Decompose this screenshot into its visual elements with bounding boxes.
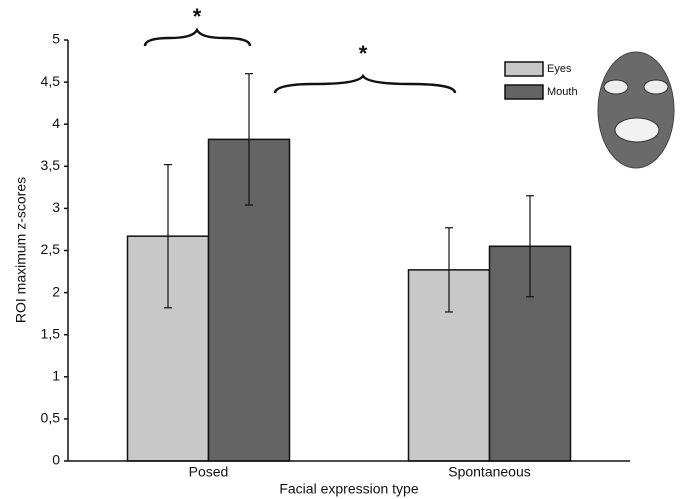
face-icon xyxy=(597,51,675,169)
y-tick-label: 2,5 xyxy=(41,241,61,257)
legend-swatch xyxy=(504,61,544,77)
y-tick-label: 1,5 xyxy=(41,325,61,341)
legend-label: Mouth xyxy=(547,86,578,98)
y-tick-label: 2 xyxy=(52,283,60,299)
annotation: * xyxy=(193,4,202,29)
error-bar xyxy=(445,227,453,313)
error-bar xyxy=(245,73,253,206)
legend-label: Eyes xyxy=(547,63,572,75)
annotation: * xyxy=(359,41,368,66)
y-tick-label: 0 xyxy=(52,452,60,468)
y-tick-label: 0,5 xyxy=(41,410,61,426)
legend-swatch xyxy=(504,84,544,100)
y-tick-label: 1 xyxy=(52,368,60,384)
error-bar xyxy=(164,164,172,309)
y-tick-label: 4 xyxy=(52,115,60,131)
significance-brace xyxy=(273,73,457,94)
x-tick-label: Posed xyxy=(189,464,229,480)
y-tick-label: 3 xyxy=(52,199,60,215)
x-tick-label: Spontaneous xyxy=(448,464,531,480)
y-tick-label: 5 xyxy=(52,31,60,47)
significance-brace xyxy=(143,27,252,47)
x-axis-label: Facial expression type xyxy=(279,481,419,497)
y-tick-label: 3,5 xyxy=(41,157,61,173)
error-bar xyxy=(526,195,534,298)
y-axis-label: ROI maximum z-scores xyxy=(13,177,29,323)
y-tick-label: 4,5 xyxy=(41,73,61,89)
bar xyxy=(488,245,572,462)
